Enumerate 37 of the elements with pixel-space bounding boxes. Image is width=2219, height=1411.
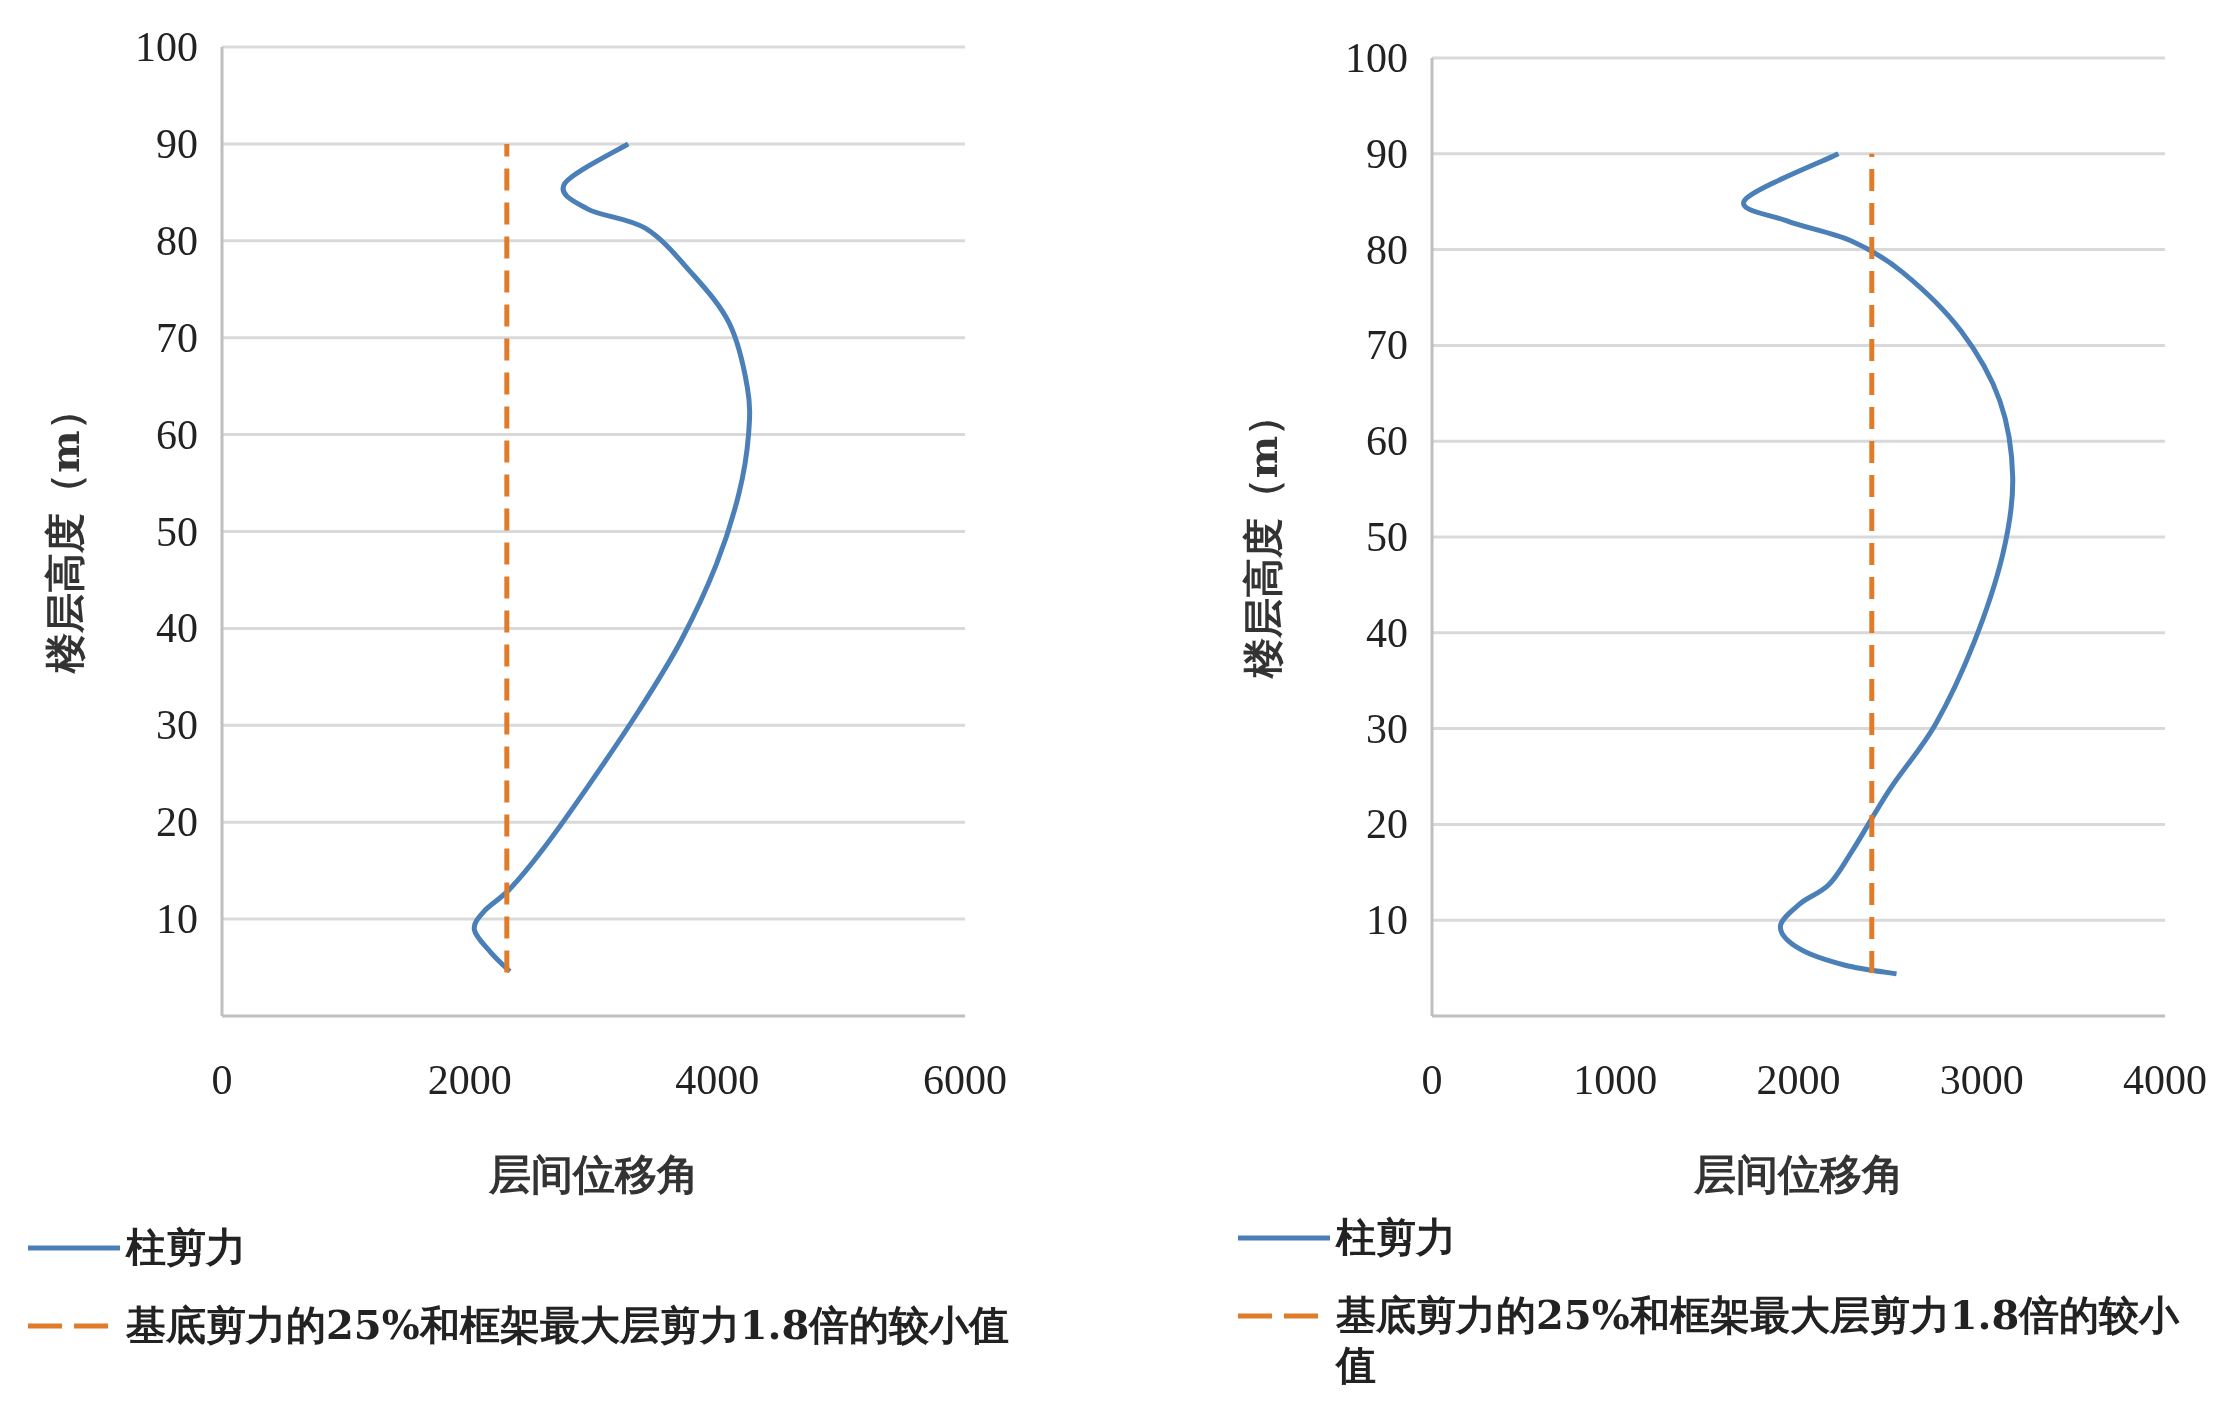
x-tick-label: 6000 [923,1057,1007,1103]
y-tick-label: 40 [156,605,198,652]
y-tick-label: 100 [1345,35,1408,81]
y-tick-label: 80 [1366,226,1408,273]
x-axis-title: 层间位移角 [1692,1149,1904,1199]
y-tick-label: 100 [135,24,198,70]
y-axis-title: 楼层高度（m） [40,390,88,674]
y-tick-label: 40 [1366,609,1408,656]
x-tick-label: 1000 [1573,1057,1658,1103]
y-tick-label: 50 [156,508,198,555]
y-axis-title: 楼层高度（m） [1238,395,1286,680]
x-tick-label: 0 [1421,1057,1443,1103]
y-tick-label: 60 [1366,418,1408,465]
y-tick-label: 70 [1366,322,1408,369]
y-tick-label: 30 [156,702,198,749]
x-tick-label: 2000 [1756,1057,1841,1103]
legend-label: 柱剪力 [1336,1212,1456,1262]
y-tick-label: 70 [156,314,198,361]
y-tick-label: 90 [1366,130,1408,177]
y-tick-label: 10 [156,896,198,943]
legend-label: 柱剪力 [126,1222,246,1272]
y-tick-label: 80 [156,217,198,264]
y-tick-label: 20 [156,799,198,846]
legend-label: 基底剪力的25%和框架最大层剪力1.8倍的较小值 [1336,1290,2181,1390]
y-tick-label: 30 [1366,705,1408,752]
x-tick-label: 3000 [1939,1057,2024,1103]
y-tick-label: 60 [156,411,198,458]
y-tick-label: 50 [1366,514,1408,560]
x-axis-title: 层间位移角 [487,1149,699,1199]
x-tick-label: 2000 [427,1057,512,1103]
x-tick-label: 4000 [675,1057,760,1103]
legend-label: 基底剪力的25%和框架最大层剪力1.8倍的较小值 [126,1300,1010,1350]
y-tick-label: 20 [1366,801,1408,848]
x-tick-label: 0 [211,1057,233,1103]
x-tick-label: 4000 [2123,1057,2207,1103]
y-tick-label: 10 [1366,897,1408,944]
y-tick-label: 90 [156,120,198,167]
